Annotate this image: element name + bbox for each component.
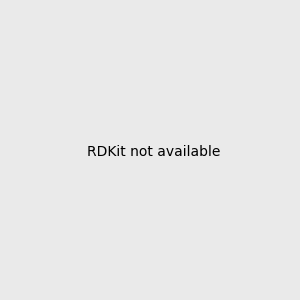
Text: RDKit not available: RDKit not available: [87, 145, 220, 158]
